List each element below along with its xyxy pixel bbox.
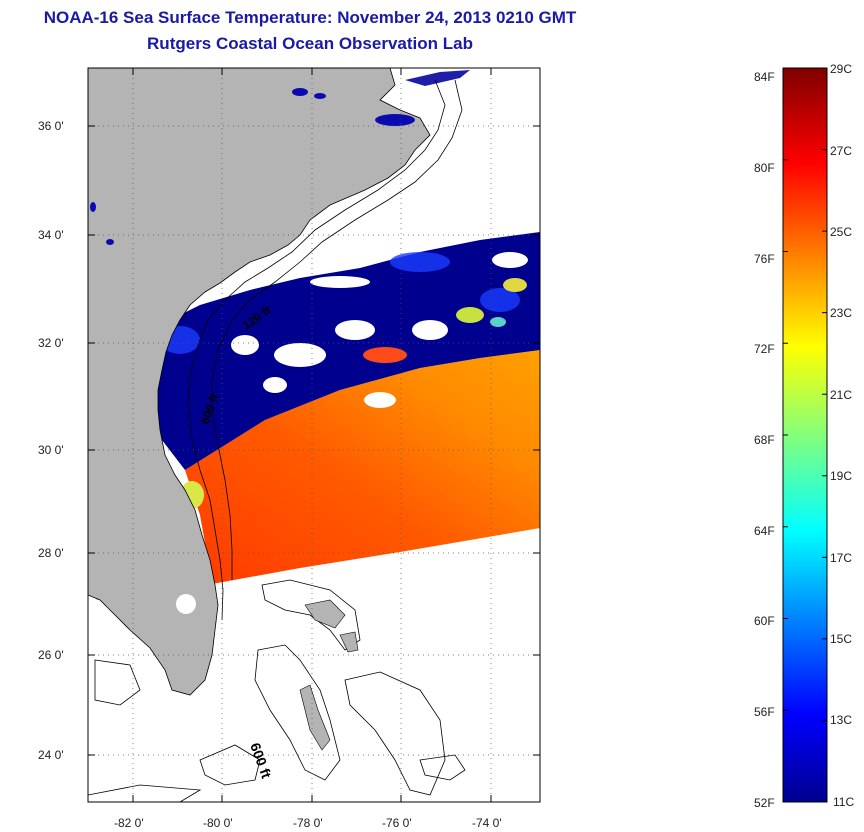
land-southeast-us xyxy=(88,68,431,696)
bahamas-islands xyxy=(299,599,359,751)
title-line-2: Rutgers Coastal Ocean Observation Lab xyxy=(147,34,473,53)
cb-label-76F: 76F xyxy=(754,252,775,266)
lat-label-32: 32 0' xyxy=(38,336,64,350)
cb-label-17C: 17C xyxy=(830,551,853,565)
lat-label-28: 28 0' xyxy=(38,546,64,560)
cb-label-25C: 25C xyxy=(830,225,853,239)
isobath-120ft xyxy=(187,79,446,621)
cb-label-15C: 15C xyxy=(830,632,853,646)
isobath-600ft xyxy=(211,79,463,580)
cb-label-11C: 11C xyxy=(833,795,855,809)
lat-label-30: 30 0' xyxy=(38,443,64,457)
cloud-patches xyxy=(231,252,528,408)
cb-label-80F: 80F xyxy=(754,161,775,175)
pamlico-sound xyxy=(90,88,415,245)
lon-label-76: -76 0' xyxy=(382,816,412,830)
cold-water-region xyxy=(150,232,540,470)
cb-label-19C: 19C xyxy=(830,469,853,483)
title-line-1: NOAA-16 Sea Surface Temperature: Novembe… xyxy=(43,8,577,27)
lon-label-80: -80 0' xyxy=(203,816,233,830)
cool-patches xyxy=(160,252,520,354)
cb-label-60F: 60F xyxy=(754,614,775,628)
lat-label-36: 36 0' xyxy=(38,119,64,133)
cb-label-72F: 72F xyxy=(754,342,775,356)
cb-label-23C: 23C xyxy=(830,306,853,320)
graticule xyxy=(88,68,540,802)
lon-label-78: -78 0' xyxy=(293,816,323,830)
cb-label-52F: 52F xyxy=(754,796,775,810)
cb-label-64F: 64F xyxy=(754,524,775,538)
colorbar-ticks xyxy=(783,67,827,803)
cb-label-68F: 68F xyxy=(754,433,775,447)
lat-label-34: 34 0' xyxy=(38,228,64,242)
cb-label-84F: 84F xyxy=(754,70,775,84)
map-ticks xyxy=(88,68,540,802)
lat-label-24: 24 0' xyxy=(38,748,64,762)
colorbar xyxy=(782,67,828,803)
lon-label-82: -82 0' xyxy=(114,816,144,830)
ne-cold-strip xyxy=(405,70,470,86)
cb-label-27C: 27C xyxy=(830,144,853,158)
bahamas-banks xyxy=(88,579,466,802)
cb-label-21C: 21C xyxy=(830,388,853,402)
lon-label-74: -74 0' xyxy=(472,816,502,830)
cb-label-56F: 56F xyxy=(754,705,775,719)
lake-okeechobee xyxy=(176,594,196,614)
cb-label-29C: 29C xyxy=(830,62,853,76)
warm-water-region xyxy=(185,350,540,584)
lat-label-26: 26 0' xyxy=(38,648,64,662)
cb-label-13C: 13C xyxy=(830,713,853,727)
map-border xyxy=(87,67,541,803)
